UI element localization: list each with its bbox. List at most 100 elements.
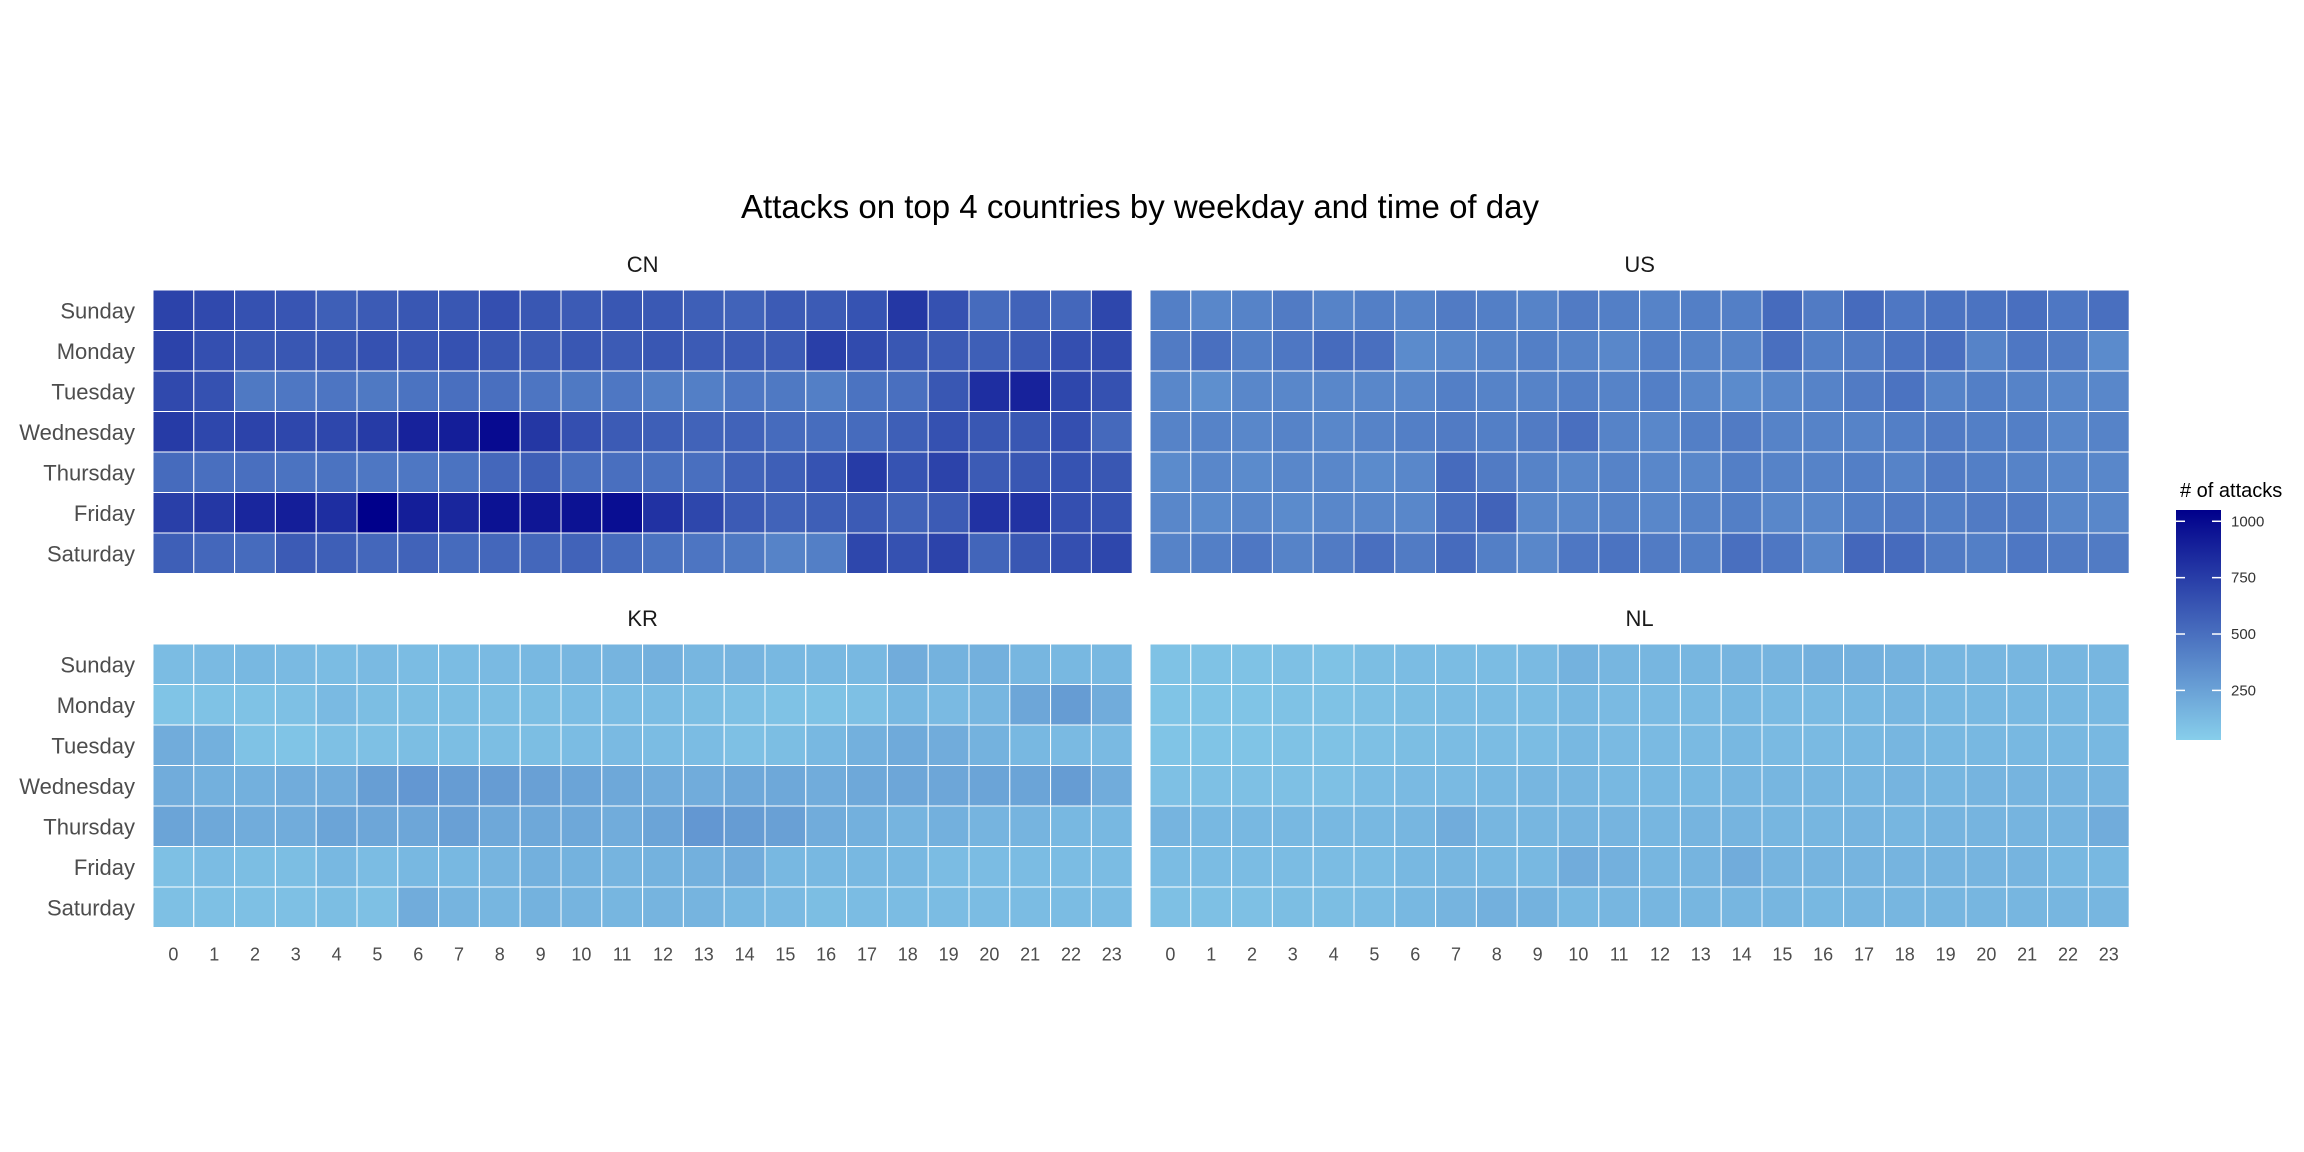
heatmap-cell bbox=[1843, 724, 1885, 766]
x-tick-label: 1 bbox=[209, 945, 219, 965]
heatmap-cell bbox=[356, 846, 399, 888]
heatmap-cell bbox=[2006, 805, 2049, 847]
heatmap-cell bbox=[723, 411, 766, 453]
heatmap-cell bbox=[519, 765, 562, 807]
x-tick-label: 0 bbox=[168, 945, 178, 965]
heatmap-cell bbox=[723, 451, 766, 493]
x-tick-label: 18 bbox=[1895, 945, 1915, 965]
heatmap-cell bbox=[723, 765, 766, 807]
heatmap-cell bbox=[193, 684, 236, 726]
heatmap-cell bbox=[846, 886, 888, 928]
heatmap-cell bbox=[1557, 643, 1600, 685]
heatmap-cell bbox=[193, 846, 236, 888]
heatmap-cell bbox=[1271, 370, 1314, 412]
heatmap-cell bbox=[927, 684, 970, 726]
heatmap-cell bbox=[560, 684, 603, 726]
x-tick-label: 23 bbox=[1102, 945, 1122, 965]
heatmap-cell bbox=[438, 370, 480, 412]
heatmap-cell bbox=[397, 846, 440, 888]
heatmap-cell bbox=[1271, 451, 1314, 493]
heatmap-cell bbox=[1271, 724, 1314, 766]
heatmap-cell bbox=[1843, 532, 1885, 574]
panel-kr: KR Sunday Monday Tuesday Wednesday Thursday Fr… bbox=[19, 606, 1133, 965]
heatmap-cell bbox=[1679, 451, 1722, 493]
heatmap-cell bbox=[234, 846, 276, 888]
heatmap-cell bbox=[1557, 684, 1600, 726]
heatmap-cell bbox=[1394, 846, 1437, 888]
heatmap-cell bbox=[1009, 492, 1052, 534]
heatmap-cell bbox=[1475, 289, 1518, 331]
heatmap-cell bbox=[1720, 451, 1763, 493]
heatmap-cell bbox=[2047, 684, 2089, 726]
heatmap-cell bbox=[642, 451, 684, 493]
x-tick-label: 4 bbox=[332, 945, 342, 965]
heatmap-cell bbox=[397, 492, 440, 534]
x-tick-label: 17 bbox=[857, 945, 877, 965]
heatmap-cell bbox=[560, 492, 603, 534]
heatmap-cell bbox=[1516, 370, 1559, 412]
heatmap-cell bbox=[1965, 684, 2008, 726]
heatmap-cell bbox=[1050, 411, 1092, 453]
heatmap-cell bbox=[315, 805, 358, 847]
heatmap-cell bbox=[1924, 411, 1967, 453]
x-tick-label: 21 bbox=[1020, 945, 1040, 965]
heatmap-cell bbox=[152, 451, 195, 493]
heatmap-cell bbox=[2087, 765, 2130, 807]
panel-label: KR bbox=[627, 606, 658, 631]
heatmap-cell bbox=[152, 886, 195, 928]
heatmap-cell bbox=[1843, 370, 1885, 412]
heatmap-cell bbox=[1353, 724, 1396, 766]
heatmap-cell bbox=[723, 370, 766, 412]
heatmap-cell bbox=[1924, 370, 1967, 412]
heatmap-cell bbox=[1149, 765, 1192, 807]
heatmap-cell bbox=[1679, 411, 1722, 453]
heatmap-cell bbox=[193, 643, 236, 685]
heatmap-cell bbox=[1598, 846, 1641, 888]
heatmap-cell bbox=[1050, 451, 1092, 493]
x-tick-label: 4 bbox=[1329, 945, 1339, 965]
heatmap-cell bbox=[1843, 886, 1885, 928]
heatmap-cell bbox=[1394, 724, 1437, 766]
heatmap-cell bbox=[1802, 492, 1845, 534]
heatmap-cell bbox=[1009, 846, 1052, 888]
heatmap-cell bbox=[1190, 289, 1233, 331]
heatmap-cell bbox=[601, 684, 644, 726]
heatmap-cell bbox=[1009, 684, 1052, 726]
heatmap-cell bbox=[1312, 846, 1355, 888]
heatmap-cell bbox=[2047, 765, 2089, 807]
heatmap-cell bbox=[1720, 411, 1763, 453]
heatmap-cell bbox=[1965, 724, 2008, 766]
y-tick-label: Tuesday bbox=[51, 733, 135, 758]
heatmap-cell bbox=[2006, 684, 2049, 726]
heatmap-cell bbox=[1231, 451, 1273, 493]
heatmap-cell bbox=[1720, 492, 1763, 534]
heatmap-cell bbox=[968, 532, 1011, 574]
heatmap-cell bbox=[438, 492, 480, 534]
heatmap-cell bbox=[152, 846, 195, 888]
heatmap-cell bbox=[152, 684, 195, 726]
heatmap-cell bbox=[1598, 451, 1641, 493]
heatmap-cell bbox=[1149, 724, 1192, 766]
heatmap-cell bbox=[274, 330, 317, 372]
heatmap-cell bbox=[968, 724, 1011, 766]
heatmap-cell bbox=[927, 643, 970, 685]
heatmap-cell bbox=[1271, 765, 1314, 807]
heatmap-cell bbox=[927, 411, 970, 453]
heatmap-cell bbox=[1090, 532, 1133, 574]
x-tick-label: 3 bbox=[1288, 945, 1298, 965]
heatmap-cell bbox=[2006, 411, 2049, 453]
heatmap-cell bbox=[1271, 886, 1314, 928]
heatmap-cell bbox=[601, 643, 644, 685]
heatmap-cell bbox=[1761, 411, 1804, 453]
heatmap-cell bbox=[1516, 289, 1559, 331]
heatmap-cell bbox=[1435, 451, 1477, 493]
heatmap-cell bbox=[438, 330, 480, 372]
heatmap-cell bbox=[682, 289, 725, 331]
heatmap-cell bbox=[478, 451, 521, 493]
heatmap-cell bbox=[1598, 289, 1641, 331]
heatmap-cell bbox=[1149, 846, 1192, 888]
heatmap-cell bbox=[478, 805, 521, 847]
heatmap-cell bbox=[1883, 805, 1926, 847]
heatmap-cell bbox=[193, 451, 236, 493]
heatmap-cell bbox=[234, 724, 276, 766]
